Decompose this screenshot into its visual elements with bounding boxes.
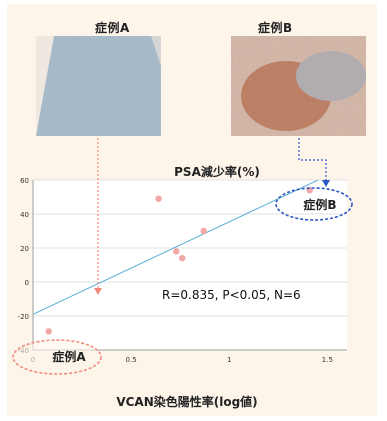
stats-annotation: R=0.835, P<0.05, N=6	[162, 288, 301, 302]
data-point	[178, 255, 186, 262]
plot-area	[33, 180, 347, 350]
data-point	[173, 248, 180, 255]
y-tick-label: -20	[18, 313, 29, 321]
case-b-arrowhead	[322, 180, 330, 187]
y-tick-label: 0	[25, 279, 29, 287]
chart-title: PSA減少率(%)	[174, 164, 260, 179]
figure: 症例A 症例B -40-20020406000.511.5PSA減少率(%)R=…	[7, 4, 377, 416]
x-tick-label: 1.5	[322, 356, 333, 364]
case-b-label: 症例B	[258, 21, 293, 35]
micrograph-case-b	[231, 36, 366, 136]
case-a-annotation: 症例A	[52, 349, 86, 364]
case-a-label: 症例A	[95, 21, 130, 35]
data-point	[200, 227, 207, 235]
data-point	[45, 328, 52, 335]
y-tick-label: 20	[20, 245, 29, 253]
data-point	[155, 195, 162, 202]
x-axis-label: VCAN染色陽性率(log値)	[116, 394, 257, 409]
case-b-annotation: 症例B	[303, 197, 336, 212]
case-b-ellipse	[275, 187, 353, 221]
x-tick-label: 1	[227, 356, 231, 364]
y-tick-label: 40	[20, 211, 29, 219]
case-a-ellipse	[12, 339, 102, 375]
y-tick-label: 60	[20, 177, 29, 185]
x-tick-label: 0.5	[126, 356, 137, 364]
case-a-arrowhead	[94, 288, 102, 295]
micrograph-case-a	[36, 36, 161, 136]
case-b-connector	[298, 138, 327, 181]
